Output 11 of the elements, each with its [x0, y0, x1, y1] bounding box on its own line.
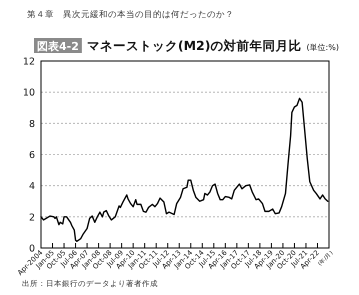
y-tick-label: 8 [28, 118, 35, 130]
y-tick-label: 0 [28, 244, 35, 254]
chart-title: マネーストック(M2)の対前年同月比 [86, 38, 302, 53]
figure-number: 図表4-2 [34, 38, 82, 53]
y-tick-label: 4 [28, 181, 35, 192]
y-axis-title: (単位:%) [306, 43, 339, 52]
y-tick-label: 12 [22, 56, 35, 68]
y-tick-label: 2 [28, 212, 35, 224]
text: 第４章 異次元緩和の本当の目的は何だったのか？ [27, 9, 234, 20]
y-tick-label: 10 [22, 88, 35, 99]
y-tick-label: 6 [28, 150, 35, 161]
